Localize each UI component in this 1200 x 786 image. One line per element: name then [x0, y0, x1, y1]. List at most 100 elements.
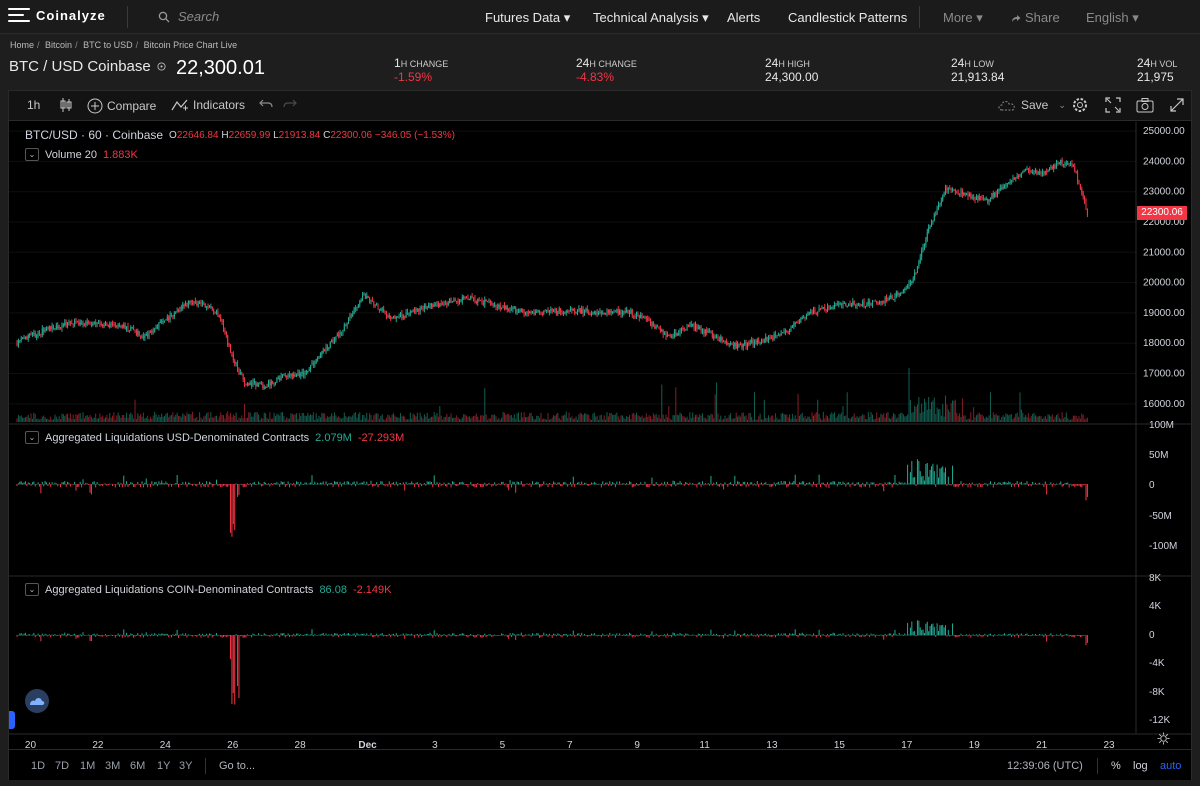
liq-usd-bar [449, 483, 451, 485]
chevron-down-icon[interactable]: ⌄ [25, 148, 39, 161]
liq-usd-bar [915, 484, 917, 487]
range-1m[interactable]: 1M [80, 760, 96, 772]
volume-bar [960, 416, 962, 422]
chevron-down-icon[interactable]: ⌄ [25, 583, 39, 596]
candle-type-icon[interactable] [59, 97, 73, 113]
volume-bar [818, 413, 820, 422]
breadcrumb-home[interactable]: Home [10, 40, 35, 50]
liq-coin-bar [67, 633, 69, 636]
time-tick-label: 26 [227, 740, 239, 751]
nav-technical-analysis[interactable]: Technical Analysis ▾ [593, 10, 709, 25]
volume-bar [390, 417, 392, 422]
liq-usd-bar [1002, 482, 1004, 485]
volume-bar [319, 417, 321, 422]
liq-coin-bar [918, 620, 920, 636]
volume-bar [199, 412, 201, 422]
redo-icon[interactable] [283, 98, 297, 110]
save-button[interactable]: Save ⌄ [997, 98, 1066, 112]
range-3m[interactable]: 3M [105, 760, 121, 772]
volume-bar [536, 415, 538, 422]
liq-coin-bar [902, 635, 904, 636]
interval-button[interactable]: 1h [27, 98, 41, 112]
liq-usd-bar [716, 481, 718, 485]
volume-bar [384, 419, 386, 422]
indicators-button[interactable]: Indicators [171, 98, 245, 112]
logo[interactable]: Coinalyze [8, 7, 106, 23]
liq-usd-tick-label: 0 [1149, 480, 1155, 491]
info-icon[interactable] [157, 62, 166, 71]
goto-button[interactable]: Go to... [219, 760, 256, 772]
range-3y[interactable]: 3Y [179, 760, 193, 772]
liq-coin-bar [22, 634, 24, 636]
publish-icon[interactable] [1169, 97, 1185, 113]
auto-toggle[interactable]: auto [1160, 760, 1182, 772]
liq-usd-bar [574, 484, 576, 487]
volume-bar [869, 416, 871, 422]
range-1y[interactable]: 1Y [157, 760, 171, 772]
candle-body [458, 301, 460, 303]
percent-toggle[interactable]: % [1111, 760, 1121, 772]
liq-usd-bar [1074, 484, 1076, 488]
breadcrumb-btc-usd[interactable]: BTC to USD [83, 40, 133, 50]
candle-body [16, 343, 18, 346]
candle-body [562, 312, 564, 314]
liq-usd-bar [432, 484, 434, 488]
nav-more[interactable]: More ▾ [943, 10, 983, 25]
candle-body [186, 302, 188, 306]
log-toggle[interactable]: log [1133, 760, 1148, 772]
volume-bar [287, 418, 289, 422]
camera-icon[interactable] [1136, 97, 1154, 113]
side-handle[interactable] [9, 711, 15, 729]
liq-coin-bar [793, 633, 795, 636]
search-input[interactable]: Search [178, 9, 220, 24]
volume-bar [159, 416, 161, 422]
nav-alerts[interactable]: Alerts [727, 10, 761, 25]
compare-button[interactable]: Compare [87, 98, 156, 114]
candle-body [82, 324, 84, 326]
liq-coin-bar [444, 635, 446, 636]
nav-futures-data[interactable]: Futures Data ▾ [485, 10, 571, 25]
range-7d[interactable]: 7D [55, 760, 70, 772]
nav-candlestick-patterns[interactable]: Candlestick Patterns [788, 10, 908, 25]
language-select[interactable]: English ▾ [1086, 10, 1139, 25]
volume-bar [281, 412, 283, 422]
liq-coin-bar [591, 633, 593, 636]
breadcrumb-bitcoin[interactable]: Bitcoin [45, 40, 73, 50]
liq-usd-bar [761, 482, 763, 485]
liq-coin-bar [716, 633, 718, 636]
liq-coin-bar [718, 635, 720, 637]
search-box[interactable]: Search [158, 9, 219, 24]
volume-bar [107, 418, 109, 422]
liq-usd-bar [57, 484, 59, 487]
candle-body [1027, 168, 1029, 170]
volume-bar [355, 412, 357, 422]
candle-body [529, 311, 531, 314]
volume-bar [942, 403, 944, 422]
settings-gear-icon[interactable] [1072, 97, 1088, 113]
chevron-down-icon[interactable]: ⌄ [1058, 99, 1066, 110]
liq-usd-bar [499, 484, 501, 486]
candle-body [232, 354, 234, 361]
liq-coin-bar [374, 635, 376, 637]
chevron-down-icon[interactable]: ⌄ [25, 431, 39, 444]
liq-coin-bar [85, 634, 87, 636]
range-1d[interactable]: 1D [31, 760, 46, 772]
axis-settings-icon[interactable] [1157, 732, 1170, 750]
liq-coin-bar [194, 635, 196, 636]
fullscreen-icon[interactable] [1105, 97, 1121, 113]
undo-icon[interactable] [259, 98, 273, 110]
range-6m[interactable]: 6M [130, 760, 146, 772]
liq-coin-bar [1085, 635, 1087, 646]
time-tick-label: 9 [634, 740, 640, 751]
volume-bar [416, 412, 418, 422]
tradingview-logo-icon[interactable] [25, 689, 49, 713]
volume-bar [513, 414, 515, 422]
volume-bar [873, 419, 875, 422]
share-button[interactable]: Share [1011, 10, 1060, 25]
candle-body [517, 311, 519, 313]
volume-bar [189, 414, 191, 422]
liq-usd-bar [633, 484, 635, 487]
volume-bar [1086, 417, 1088, 422]
menu-icon[interactable] [8, 7, 30, 23]
price-chart[interactable]: 25000.0024000.0023000.0022000.0021000.00… [9, 122, 1191, 779]
